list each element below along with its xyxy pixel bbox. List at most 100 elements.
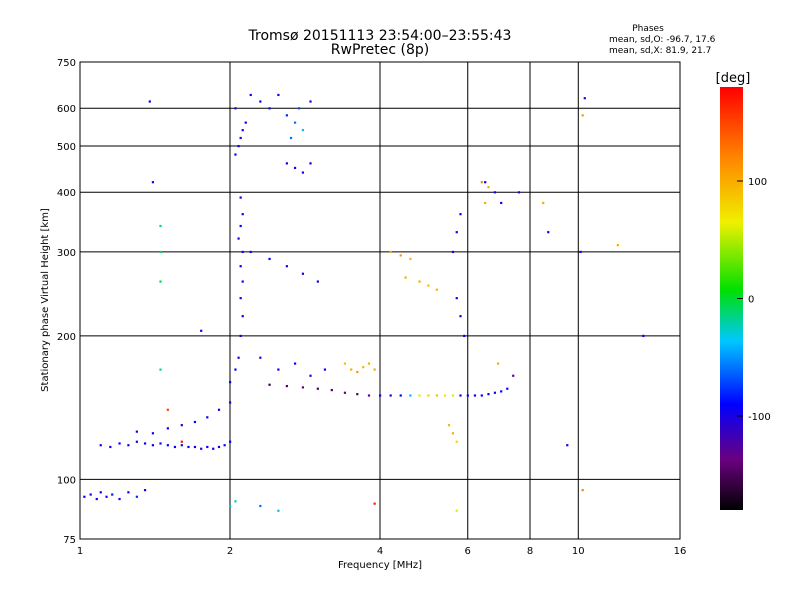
- data-point: [500, 390, 503, 393]
- data-point: [435, 288, 438, 291]
- data-point: [99, 444, 102, 447]
- data-point: [206, 445, 209, 449]
- data-point: [512, 374, 515, 377]
- data-point: [268, 383, 271, 386]
- data-point: [239, 297, 242, 300]
- data-point: [463, 334, 466, 338]
- data-point: [343, 391, 347, 394]
- y-tick-labels: 75 100 200 300 400 500 600 750: [57, 58, 76, 546]
- data-point: [148, 100, 151, 103]
- data-point: [249, 250, 252, 254]
- y-tick-label: 100: [57, 475, 76, 486]
- colorbar-tick-label: 0: [748, 295, 754, 306]
- x-tick-label: 16: [674, 546, 687, 557]
- x-tick-label: 6: [465, 546, 471, 557]
- data-point: [301, 386, 305, 389]
- data-point: [330, 388, 333, 392]
- data-point: [239, 196, 242, 199]
- grid-lines: [80, 62, 680, 539]
- data-point: [316, 387, 319, 390]
- x-tick-labels: 1 2 4 6 8 10 16: [77, 546, 687, 557]
- data-point: [259, 100, 262, 103]
- data-point: [293, 362, 297, 365]
- data-point: [99, 491, 102, 494]
- data-point: [193, 445, 197, 449]
- data-point: [118, 442, 121, 445]
- data-point: [111, 493, 114, 496]
- data-point: [239, 265, 242, 268]
- data-point: [297, 107, 301, 110]
- stats-o-line: mean, sd,O: -96.7, 17.6: [609, 35, 716, 45]
- y-tick-label: 300: [57, 248, 76, 259]
- data-point: [301, 129, 305, 132]
- data-point: [268, 257, 271, 261]
- data-point: [309, 374, 312, 377]
- data-point: [451, 250, 455, 254]
- data-point: [95, 497, 98, 501]
- data-point: [323, 368, 327, 371]
- data-point: [241, 250, 244, 254]
- data-point: [135, 430, 138, 433]
- data-point: [418, 394, 421, 397]
- stats-heading: Phases: [632, 24, 664, 34]
- data-point: [356, 370, 359, 374]
- data-point: [200, 447, 203, 450]
- data-point: [581, 114, 584, 117]
- data-point: [427, 284, 430, 287]
- data-point: [399, 394, 402, 397]
- data-point: [285, 384, 288, 388]
- data-point: [455, 440, 458, 443]
- data-point: [542, 201, 545, 205]
- data-point: [367, 362, 371, 365]
- data-point: [166, 444, 169, 447]
- y-tick-label: 600: [57, 104, 76, 115]
- data-point: [583, 97, 586, 100]
- data-point: [259, 504, 262, 508]
- data-point: [223, 444, 226, 447]
- data-point: [89, 493, 92, 496]
- data-point: [379, 394, 382, 397]
- data-point: [451, 394, 455, 397]
- data-point: [293, 166, 297, 170]
- data-point: [459, 213, 462, 216]
- y-tick-label: 750: [57, 58, 76, 69]
- data-point: [285, 114, 288, 117]
- data-point: [234, 153, 237, 156]
- data-point: [212, 447, 215, 450]
- data-point: [217, 408, 221, 411]
- data-point: [118, 497, 121, 501]
- data-point: [151, 181, 155, 184]
- data-point: [484, 181, 487, 184]
- data-point: [187, 445, 190, 449]
- data-point: [285, 162, 288, 165]
- data-point: [135, 440, 138, 443]
- y-tick-label: 200: [57, 332, 76, 343]
- data-point: [277, 509, 280, 512]
- data-point: [484, 201, 487, 205]
- data-point: [239, 334, 242, 338]
- data-point: [239, 224, 242, 228]
- data-point: [143, 442, 147, 445]
- data-point: [309, 162, 312, 165]
- data-point: [180, 424, 183, 427]
- data-point: [455, 297, 458, 300]
- data-point: [459, 315, 462, 318]
- data-point: [389, 394, 392, 397]
- data-point: [447, 424, 451, 427]
- chart-subtitle: RwPretec (8p): [331, 42, 429, 58]
- data-point: [206, 416, 209, 419]
- data-point: [159, 224, 162, 228]
- x-axis-label: Frequency [MHz]: [338, 560, 422, 571]
- data-point: [500, 201, 503, 205]
- data-point: [268, 107, 271, 110]
- data-point: [159, 280, 162, 283]
- data-point: [389, 250, 392, 254]
- colorbar-label: [deg]: [716, 71, 751, 86]
- data-point: [466, 394, 469, 397]
- x-tick-label: 10: [572, 546, 585, 557]
- data-point: [237, 237, 240, 240]
- data-point: [259, 356, 262, 359]
- stats-x-line: mean, sd,X: 81.9, 21.7: [609, 46, 711, 56]
- data-point: [418, 280, 421, 283]
- data-point: [343, 362, 347, 365]
